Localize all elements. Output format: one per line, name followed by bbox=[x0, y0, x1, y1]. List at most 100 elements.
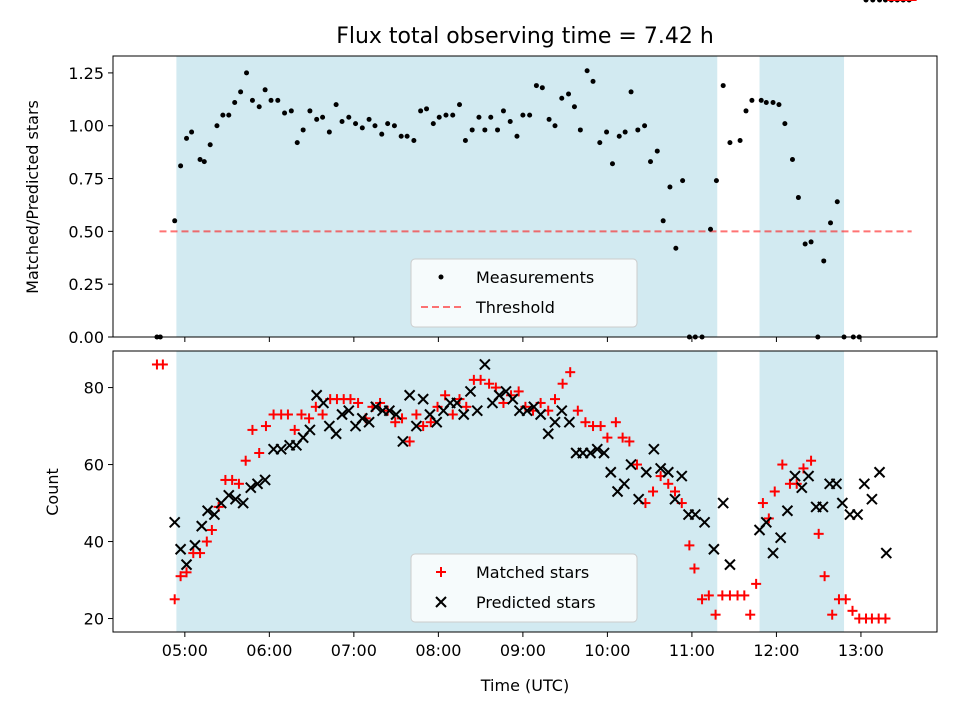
measurement-point bbox=[673, 245, 679, 251]
measurement-point bbox=[411, 138, 417, 144]
predicted-star-marker bbox=[648, 443, 660, 455]
legend-threshold-label: Threshold bbox=[475, 298, 555, 317]
matched-star-marker bbox=[157, 359, 168, 370]
predicted-star-marker bbox=[174, 543, 187, 555]
top-legend: Measurements Threshold bbox=[410, 258, 638, 328]
predicted-star-marker bbox=[189, 539, 201, 552]
matched-star-marker bbox=[227, 474, 238, 485]
predicted-star-marker bbox=[430, 416, 443, 428]
matched-star-marker bbox=[648, 486, 659, 497]
measurement-point bbox=[749, 97, 755, 103]
predicted-star-marker bbox=[410, 420, 423, 432]
measurement-point bbox=[821, 258, 827, 264]
top-y-axis-label: Matched/Predicted stars bbox=[23, 100, 42, 294]
matched-star-marker bbox=[353, 397, 364, 408]
predicted-star-marker bbox=[201, 505, 214, 517]
predicted-star-marker bbox=[654, 462, 667, 475]
measurement-point bbox=[244, 70, 250, 76]
measurement-point bbox=[346, 114, 352, 120]
matched-star-marker bbox=[745, 609, 756, 620]
predicted-star-marker bbox=[330, 428, 342, 440]
predicted-star-marker bbox=[717, 497, 729, 509]
measurement-point bbox=[288, 108, 294, 114]
predicted-star-marker bbox=[168, 516, 181, 529]
predicted-star-marker bbox=[698, 516, 711, 529]
predicted-star-marker bbox=[403, 389, 416, 401]
matched-star-marker bbox=[769, 486, 780, 497]
measurement-point bbox=[178, 163, 184, 169]
measurement-point bbox=[597, 140, 603, 146]
legend-predicted-marker bbox=[435, 596, 447, 608]
predicted-star-marker bbox=[584, 447, 597, 459]
measurement-point bbox=[462, 138, 468, 144]
predicted-star-marker bbox=[317, 397, 330, 409]
matched-star-marker bbox=[169, 594, 180, 605]
predicted-star-marker bbox=[534, 408, 547, 421]
matched-star-marker bbox=[806, 455, 817, 466]
x-tick-label: 06:00 bbox=[246, 641, 292, 660]
measurement-point bbox=[320, 114, 326, 120]
bottom-y-tick-label: 40 bbox=[84, 533, 104, 552]
measurement-point bbox=[566, 91, 572, 97]
bottom-legend: Matched stars Predicted stars bbox=[410, 553, 638, 623]
legend-measurements-marker bbox=[438, 274, 444, 280]
predicted-star-marker bbox=[796, 481, 808, 494]
top-y-tick-label: 1.00 bbox=[68, 117, 104, 136]
matched-star-marker bbox=[254, 448, 265, 459]
matched-star-marker bbox=[181, 567, 192, 578]
predicted-star-marker bbox=[479, 358, 491, 371]
matched-star-marker bbox=[304, 413, 315, 424]
measurement-point bbox=[552, 123, 558, 129]
predicted-star-marker bbox=[451, 397, 463, 409]
measurement-point bbox=[424, 106, 430, 112]
matched-star-marker bbox=[233, 478, 244, 489]
measurement-point bbox=[737, 138, 743, 144]
predicted-star-marker bbox=[802, 470, 815, 482]
bottom-y-tick-label: 60 bbox=[84, 456, 104, 475]
measurement-point bbox=[207, 142, 213, 148]
matched-star-marker bbox=[418, 421, 429, 432]
matched-star-marker bbox=[777, 459, 788, 470]
measurement-point bbox=[882, 0, 888, 3]
predicted-star-marker bbox=[304, 424, 316, 436]
top-y-tick-label: 0.50 bbox=[68, 222, 104, 241]
matched-star-marker bbox=[484, 378, 495, 389]
top-axes-frame bbox=[112, 55, 938, 338]
measurement-point bbox=[604, 129, 610, 135]
measurement-point bbox=[184, 135, 190, 141]
predicted-star-marker bbox=[774, 531, 787, 544]
matched-star-marker bbox=[390, 417, 401, 428]
measurement-point bbox=[546, 116, 552, 122]
measurement-point bbox=[763, 99, 769, 105]
matched-star-marker bbox=[595, 421, 606, 432]
measurement-point bbox=[758, 97, 764, 103]
predicted-star-marker bbox=[605, 466, 617, 478]
measurement-point bbox=[770, 99, 776, 105]
measurement-point bbox=[870, 0, 876, 3]
x-tick-label: 09:00 bbox=[500, 641, 546, 660]
matched-star-marker bbox=[260, 421, 271, 432]
predicted-star-marker bbox=[662, 466, 674, 478]
bottom-y-tick-label: 20 bbox=[84, 610, 104, 629]
matched-star-marker bbox=[880, 613, 891, 624]
measurement-point bbox=[404, 133, 410, 139]
matched-star-marker bbox=[847, 605, 858, 616]
measurement-point bbox=[294, 140, 300, 146]
measurement-point bbox=[635, 127, 641, 133]
measurement-point bbox=[268, 97, 274, 103]
matched-star-marker bbox=[175, 571, 186, 582]
predicted-star-marker bbox=[858, 478, 871, 490]
measurement-point bbox=[418, 108, 424, 114]
matched-star-marker bbox=[201, 536, 212, 547]
legend-matched-label: Matched stars bbox=[476, 563, 589, 582]
measurement-point bbox=[366, 116, 372, 122]
measurement-point bbox=[713, 178, 719, 184]
x-tick-label: 11:00 bbox=[669, 641, 715, 660]
predicted-star-marker bbox=[336, 408, 348, 421]
x-tick-label: 08:00 bbox=[415, 641, 461, 660]
measurement-point bbox=[256, 104, 262, 110]
predicted-star-marker bbox=[724, 558, 736, 571]
matched-star-marker bbox=[631, 459, 642, 470]
predicted-star-marker bbox=[632, 493, 645, 505]
predicted-star-marker bbox=[464, 385, 477, 398]
